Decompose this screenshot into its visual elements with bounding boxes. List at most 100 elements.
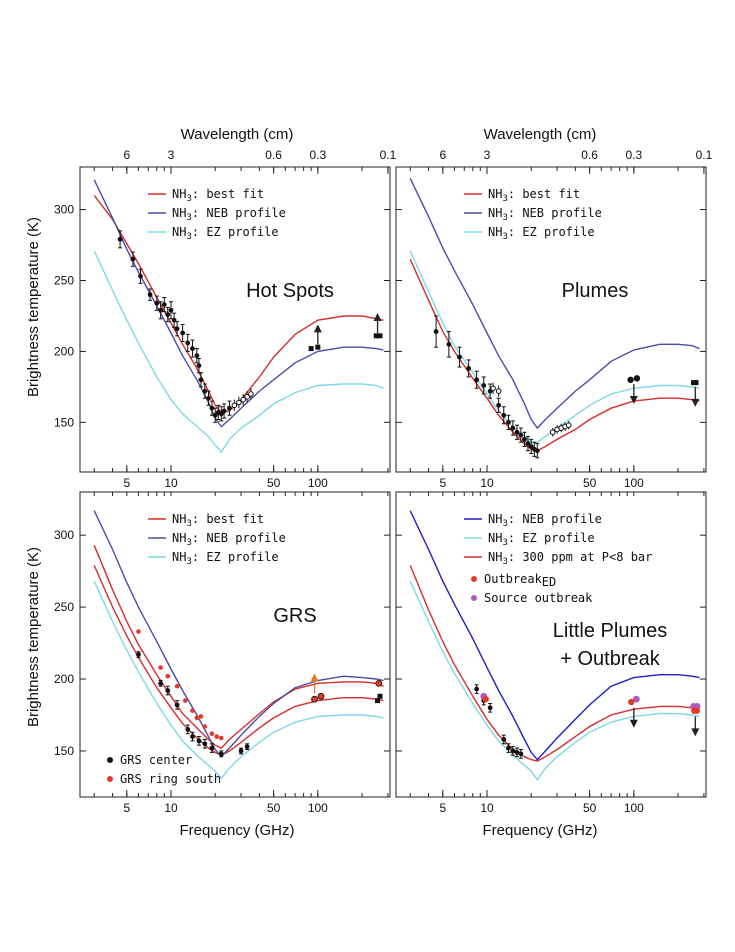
data-point [154, 300, 160, 306]
data-point [185, 726, 191, 732]
x-tick-label: 5 [439, 801, 446, 815]
ring-point [218, 735, 224, 741]
data-point [174, 702, 180, 708]
limit-arrow-head [629, 719, 638, 728]
data-point [238, 748, 244, 754]
top-axis-title-right: Wavelength (cm) [484, 126, 597, 143]
series-line-3 [93, 250, 384, 454]
x-tick-label: 100 [624, 801, 644, 815]
data-point [218, 751, 224, 757]
x-tick-label: 100 [624, 476, 644, 490]
data-point [202, 741, 208, 747]
point-legend-marker [107, 776, 113, 782]
data-point [433, 329, 439, 334]
data-point [506, 419, 511, 425]
ring-point [198, 714, 204, 719]
data-point [158, 307, 164, 313]
top-axis-title-left: Wavelength (cm) [181, 126, 294, 143]
data-point [206, 395, 211, 401]
x2-tick-label: 3 [484, 148, 491, 162]
plot-frame [79, 491, 391, 798]
data-point [457, 354, 462, 360]
square-point [377, 693, 383, 699]
data-point [209, 745, 215, 751]
bottom-axis-title-right: Frequency (GHz) [482, 822, 597, 839]
data-point [528, 444, 534, 449]
data-point [474, 686, 480, 692]
x-tick-label: 10 [164, 476, 178, 490]
data-point [158, 680, 164, 686]
open-data-point [490, 385, 496, 392]
x2-tick-label: 6 [439, 148, 446, 162]
data-point [525, 441, 531, 447]
ring-point [174, 683, 180, 689]
panel-3: 150 200 250 300 5 10 50 100 NH3: best fit NH3: NE… [54, 491, 391, 815]
x-tick-label: 50 [583, 476, 597, 490]
data-point [510, 425, 516, 431]
data-point [221, 408, 227, 414]
square-point [693, 380, 699, 386]
series-line-2 [93, 565, 384, 757]
panel-title: GRS [273, 605, 316, 627]
square-point [315, 344, 321, 350]
square-point [375, 698, 381, 704]
legend-entry: NH3: NEB profile [488, 512, 602, 529]
series-line-1 [93, 544, 384, 749]
x-tick-label: 10 [480, 476, 494, 490]
x2-tick-label: 0.3 [310, 148, 327, 162]
data-point [190, 734, 195, 739]
y-tick-label: 300 [54, 203, 74, 217]
legend-entry: NH3: EZ profile [172, 225, 279, 242]
data-point [522, 436, 527, 442]
data-point [136, 652, 141, 657]
panel-title: Plumes [562, 280, 629, 302]
data-point [534, 448, 540, 454]
point-legend-marker [471, 576, 477, 582]
y-tick-label: 200 [54, 344, 74, 358]
square-point [377, 333, 383, 339]
point-legend-entry: GRS center [120, 753, 192, 767]
data-point [446, 341, 452, 347]
data-point [180, 330, 186, 336]
data-point [501, 412, 507, 418]
data-point [165, 312, 171, 317]
x2-tick-label: 0.1 [380, 148, 397, 162]
data-point [510, 748, 516, 754]
panel-title: + Outbreak [560, 648, 661, 670]
plot-frame [79, 166, 391, 473]
ring-point [182, 698, 188, 703]
x2-tick-label: 6 [123, 148, 130, 162]
plot-frame [395, 491, 707, 798]
point-legend-entry: Source outbreak [484, 591, 593, 605]
x2-tick-label: 0.6 [265, 148, 282, 162]
data-point [196, 738, 202, 744]
legend-entry: NH3: best fit [172, 187, 264, 204]
y-tick-label: 300 [54, 528, 74, 542]
data-point [514, 429, 520, 435]
x2-tick-label: 0.3 [626, 148, 643, 162]
data-point [506, 745, 511, 751]
x2-tick-label: 3 [168, 148, 175, 162]
plot-frame [395, 166, 707, 473]
ring-point [194, 715, 200, 721]
series-line-2 [409, 580, 700, 781]
source-point [632, 695, 640, 703]
data-point [198, 377, 204, 383]
data-point [518, 432, 524, 438]
data-point [627, 376, 634, 383]
ring-point [209, 731, 215, 736]
data-point [633, 375, 641, 382]
ring-point [190, 708, 195, 713]
open-data-point [549, 429, 556, 436]
data-point [227, 405, 232, 411]
y-tick-label: 250 [54, 600, 74, 614]
bottom-axis-title-left: Frequency (GHz) [179, 822, 294, 839]
panel-1: 150 200 250 300 5 10 50 100 6 3 0.6 0.3 0.1 NH3: best… [54, 148, 397, 490]
limit-arrow-head [373, 312, 382, 321]
ring-point [165, 673, 171, 679]
y-tick-label: 150 [54, 415, 74, 429]
data-point [185, 340, 191, 346]
open-data-point [565, 422, 572, 428]
limit-arrow-head [310, 673, 319, 682]
